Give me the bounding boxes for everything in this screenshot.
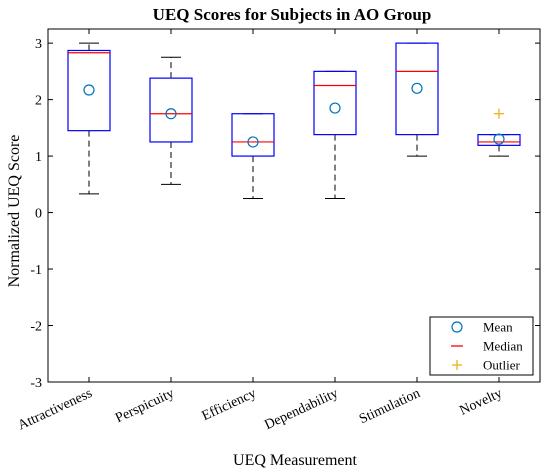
plot-area — [47, 28, 541, 383]
x-tick-label: Novelty — [457, 386, 504, 419]
legend-box — [429, 316, 534, 376]
mean-marker — [83, 84, 95, 96]
x-axis-label: UEQ Measurement — [233, 452, 358, 469]
x-tick-label: Efficiency — [200, 386, 259, 424]
legend-entry-mean: Mean — [451, 320, 513, 335]
legend-label: Median — [483, 339, 523, 354]
y-axis-label: Normalized UEQ Score — [6, 135, 23, 288]
mean-marker — [411, 82, 423, 94]
y-axis: -3 -2 -1 0 1 2 3 — [30, 37, 540, 391]
box-novelty — [477, 108, 521, 157]
mean-marker — [247, 136, 259, 148]
mean-marker — [165, 108, 177, 120]
y-tick-label: -3 — [30, 376, 42, 391]
outlier-marker — [494, 108, 504, 119]
y-tick-label: 2 — [35, 94, 42, 109]
x-tick-label: Dependability — [262, 386, 340, 433]
legend-mean-marker — [451, 321, 463, 333]
y-tick-label: 1 — [35, 150, 42, 165]
legend-entry-outlier: Outlier — [452, 358, 520, 373]
box-attractiveness — [67, 42, 111, 195]
mean-marker — [329, 102, 341, 114]
chart-title: UEQ Scores for Subjects in AO Group — [153, 5, 432, 24]
iqr-box — [67, 49, 111, 132]
x-tick-label: Attractiveness — [16, 386, 95, 433]
y-tick-label: 0 — [35, 207, 42, 222]
box-dependability — [313, 70, 357, 199]
legend: Mean Median Outlier — [429, 316, 534, 376]
legend-entry-median: Median — [451, 339, 523, 354]
y-tick-label: -1 — [30, 263, 42, 278]
y-tick-label: 3 — [35, 37, 42, 52]
box-perspicuity — [149, 56, 193, 185]
box-efficiency — [231, 113, 275, 199]
iqr-box — [313, 70, 357, 136]
y-tick-label: -2 — [30, 320, 42, 335]
box-stimulation — [395, 42, 439, 157]
x-tick-label: Perspicuity — [113, 386, 176, 426]
iqr-box — [231, 113, 275, 157]
legend-label: Outlier — [483, 358, 520, 373]
iqr-box — [149, 77, 193, 143]
x-tick-label: Stimulation — [357, 386, 423, 427]
iqr-box — [395, 42, 439, 136]
legend-label: Mean — [483, 320, 513, 335]
mean-marker — [493, 133, 505, 145]
box-series — [67, 42, 521, 199]
